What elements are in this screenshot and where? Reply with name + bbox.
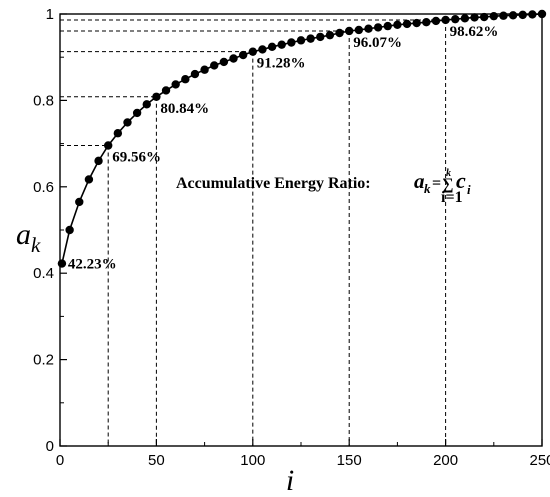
y-axis-label-sub: k — [31, 233, 41, 257]
data-point — [489, 11, 498, 21]
data-point — [171, 80, 180, 89]
data-point — [190, 69, 200, 79]
data-point — [499, 11, 508, 20]
data-point — [431, 16, 441, 26]
x-tick-label: 200 — [433, 452, 458, 469]
data-point — [94, 156, 103, 166]
guide-lines — [60, 19, 447, 446]
data-point — [354, 25, 364, 35]
data-point — [383, 21, 392, 31]
data-point — [393, 20, 402, 29]
data-point — [258, 45, 267, 54]
data-label-3: 91.28% — [257, 56, 306, 72]
data-point — [200, 65, 209, 74]
data-point — [479, 12, 489, 22]
formula-sum-top: k — [446, 168, 451, 179]
data-label-0: 42.23% — [68, 257, 117, 273]
y-tick-label: 0.8 — [33, 92, 54, 109]
data-label-2: 80.84% — [160, 101, 209, 117]
data-point — [451, 14, 460, 24]
data-label-1: 69.56% — [112, 150, 161, 166]
data-point — [508, 11, 518, 20]
data-point — [460, 14, 470, 23]
data-series — [57, 9, 547, 268]
data-point — [84, 175, 94, 184]
y-tick-label: 0.4 — [33, 265, 54, 282]
formula-annotation: Accumulative Energy Ratio: a k = ∑ k i=1… — [176, 168, 471, 206]
x-tick-label: 250 — [529, 452, 550, 469]
data-point — [57, 259, 67, 268]
data-point — [238, 50, 248, 60]
data-point — [219, 57, 229, 67]
y-axis-label: ak — [16, 218, 41, 257]
y-tick-label: 0.2 — [33, 352, 54, 369]
data-point — [123, 118, 132, 127]
formula-sum-bottom: i=1 — [441, 189, 463, 206]
formula-a: a — [414, 169, 425, 193]
formula-eq: = — [432, 175, 441, 192]
data-label-5: 98.62% — [450, 24, 499, 40]
data-label-4: 96.07% — [353, 35, 402, 51]
data-point — [152, 92, 161, 101]
data-point — [132, 108, 142, 118]
axis-ticks: 0 50 100 150 200 250 0 0.2 0.4 0.6 0.8 1 — [33, 6, 550, 469]
data-point — [296, 36, 306, 45]
data-point — [210, 61, 219, 70]
data-point — [287, 38, 296, 47]
x-tick-label: 150 — [337, 452, 362, 469]
plot-frame — [59, 13, 543, 447]
data-point — [113, 129, 123, 138]
data-point — [364, 24, 373, 33]
data-point — [537, 9, 547, 19]
data-point — [335, 28, 344, 38]
x-axis-label: i — [286, 464, 294, 497]
data-point — [248, 47, 257, 56]
data-point — [470, 13, 479, 22]
data-point — [325, 30, 335, 40]
data-point — [441, 15, 450, 25]
data-point — [412, 18, 421, 28]
data-point — [181, 75, 190, 84]
data-point — [277, 40, 286, 49]
data-point — [373, 23, 383, 32]
data-point — [402, 19, 412, 29]
data-point — [306, 34, 315, 43]
y-tick-label: 0.6 — [33, 179, 54, 196]
data-point — [104, 141, 113, 150]
data-point — [528, 10, 537, 19]
formula-text: Accumulative Energy Ratio: — [176, 175, 371, 192]
formula-sum: ∑ — [442, 176, 453, 193]
data-point — [422, 18, 431, 27]
x-tick-label: 50 — [148, 452, 165, 469]
y-tick-label: 1 — [46, 6, 54, 23]
plot-area-border — [59, 13, 543, 447]
formula-c-sub: i — [467, 182, 471, 197]
data-point — [316, 32, 325, 42]
data-point — [142, 100, 151, 109]
data-point — [75, 197, 84, 207]
x-tick-label: 0 — [56, 452, 64, 469]
formula-c: c — [456, 168, 466, 193]
data-point — [229, 54, 238, 63]
data-point — [65, 225, 74, 235]
y-axis-label-main: a — [16, 218, 31, 251]
data-point — [345, 26, 354, 36]
data-labels: 42.23% 69.56% 80.84% 91.28% 96.07% 98.62% — [68, 24, 498, 273]
formula-a-sub: k — [424, 181, 431, 196]
data-point — [267, 42, 277, 52]
y-tick-label: 0 — [46, 438, 54, 455]
x-tick-label: 100 — [240, 452, 265, 469]
data-point — [518, 10, 527, 20]
data-point — [161, 86, 171, 95]
